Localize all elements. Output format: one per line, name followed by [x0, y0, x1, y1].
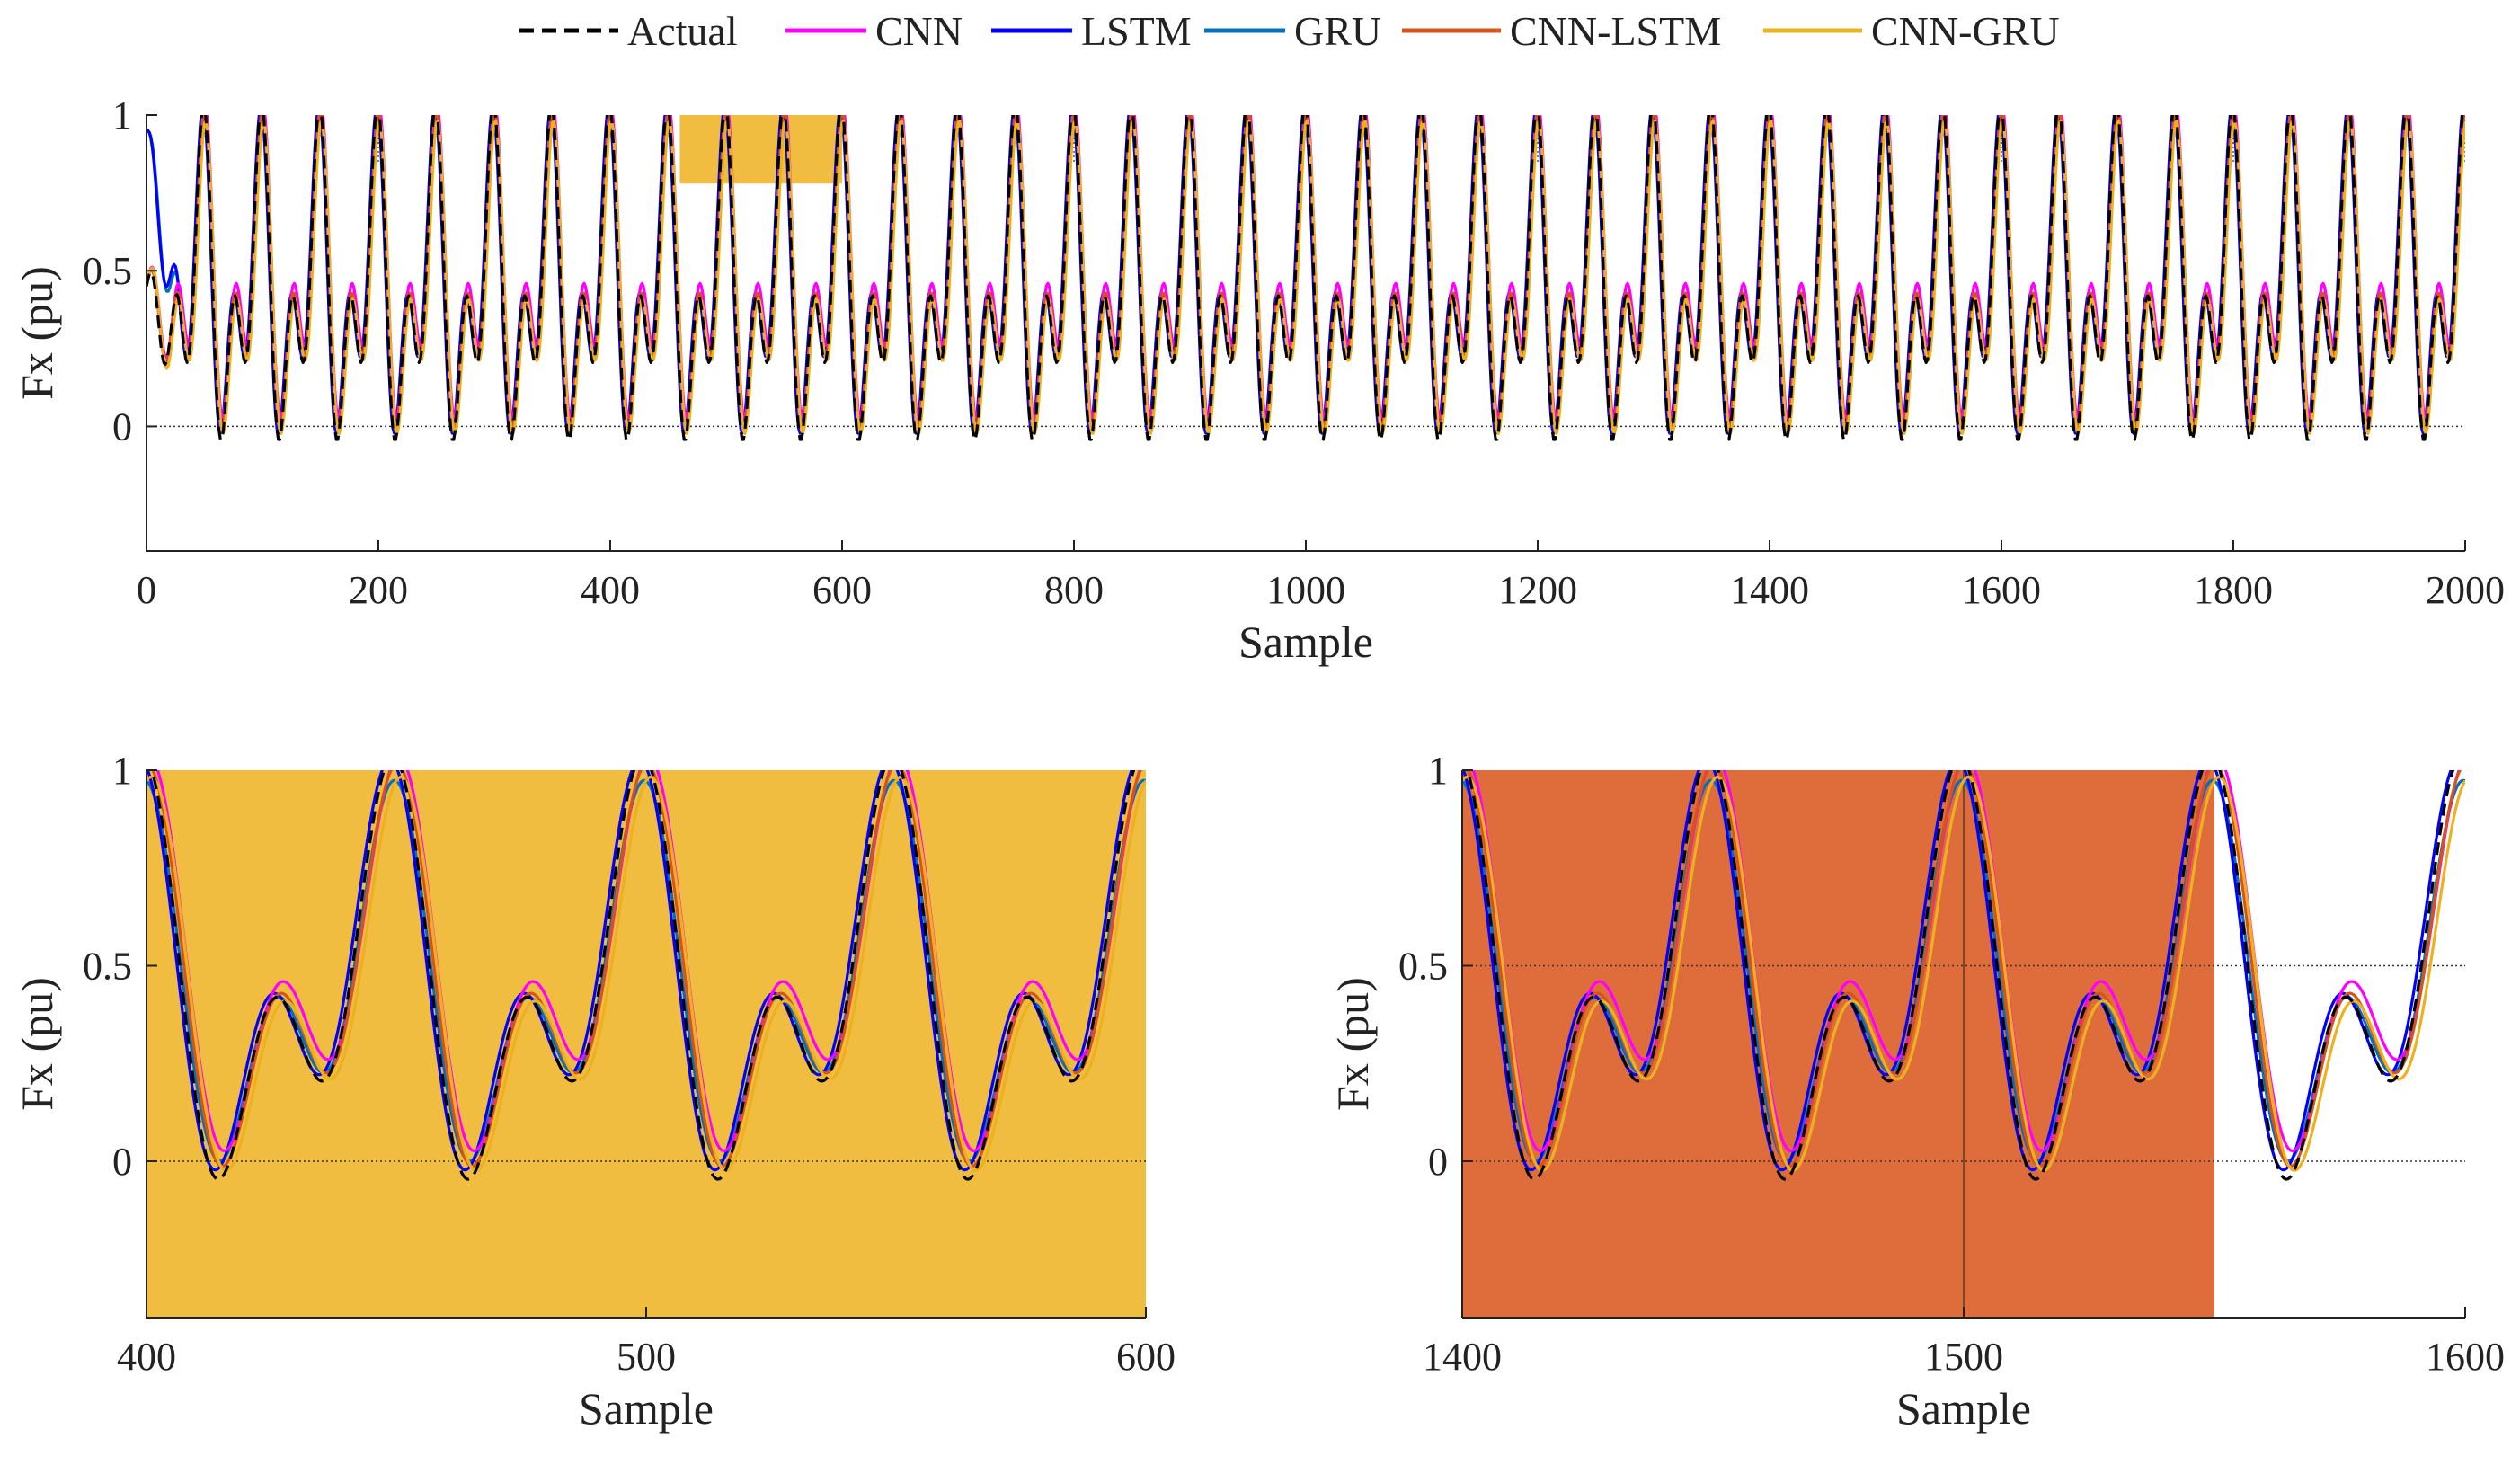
y-tick-label: 0.5: [1398, 945, 1448, 989]
y-axis-label: Fx (pu): [12, 977, 62, 1111]
series-line-gru: [146, 121, 2465, 428]
y-tick-label: 1: [112, 749, 132, 793]
panel-background: [146, 770, 1146, 1318]
y-tick-label: 0.5: [83, 945, 132, 989]
x-tick-label: 1800: [2194, 568, 2273, 612]
overview-panel: 0 200 400 600 800 1000 1200 1400 1600 1800 2000 0 0.…: [12, 93, 2505, 667]
series-line-cnn: [146, 115, 2465, 419]
x-tick-label: 1500: [1924, 1335, 2003, 1379]
x-tick-label: 200: [349, 568, 408, 612]
legend-label-lstm: LSTM: [1081, 8, 1192, 54]
zoom-panel-400-600: 400 500 600 0 0.5 1 Sample Fx (pu): [12, 749, 1176, 1434]
series-line-cnn-gru: [146, 776, 1146, 1172]
highlight-region: [679, 115, 842, 184]
x-tick-label: 1600: [1962, 568, 2041, 612]
y-tick-label: 1: [1428, 749, 1448, 793]
y-tick-label: 0: [112, 1140, 132, 1184]
series-line-lstm: [146, 115, 2464, 435]
series-line-actual: [150, 770, 1136, 1181]
series-group: [146, 770, 1146, 1181]
series-line-actual: [146, 115, 2464, 441]
series-group: [1462, 770, 2465, 1181]
y-tick-label: 1: [112, 93, 132, 138]
legend-label-gru: GRU: [1294, 8, 1381, 54]
series-line-actual: [1466, 770, 2455, 1181]
zoom-panel-1400-1600: 1400 1500 1600 0 0.5 1 Sample Fx (pu): [1327, 749, 2505, 1434]
x-tick-label: 1400: [1423, 1335, 1502, 1379]
y-axis-label: Fx (pu): [12, 266, 62, 400]
y-tick-label: 0.5: [83, 249, 132, 293]
y-tick-label: 0: [1428, 1140, 1448, 1184]
x-axis-label: Sample: [579, 1383, 714, 1434]
x-tick-label: 800: [1044, 568, 1104, 612]
legend-label-actual: Actual: [627, 8, 738, 54]
x-tick-label: 2000: [2426, 568, 2505, 612]
x-tick-label: 400: [581, 568, 640, 612]
series-line-cnn-gru: [1462, 776, 2465, 1172]
series-group: [146, 115, 2465, 441]
series-line-cnn: [155, 770, 1141, 1153]
series-line-cnn: [1471, 770, 2461, 1153]
y-tick-label: 0: [112, 404, 132, 448]
series-line-cnn-lstm: [146, 115, 2465, 432]
series-line-cnn-gru: [146, 119, 2465, 435]
highlight-region: [1462, 770, 2214, 1318]
x-tick-label: 1400: [1730, 568, 1809, 612]
x-tick-label: 1200: [1498, 568, 1577, 612]
series-line-lstm: [1462, 770, 2453, 1172]
legend-label-cnn-gru: CNN-GRU: [1871, 8, 2060, 54]
x-tick-label: 0: [137, 568, 156, 612]
legend-label-cnn: CNN: [875, 8, 963, 54]
series-line-lstm: [146, 770, 1133, 1172]
x-axis-label: Sample: [1238, 617, 1373, 667]
legend-label-cnn-lstm: CNN-LSTM: [1510, 8, 1721, 54]
reference-lines: [146, 115, 2465, 428]
x-tick-label: 600: [812, 568, 872, 612]
x-axis-label: Sample: [1896, 1383, 2031, 1434]
x-tick-label: 600: [1116, 1335, 1176, 1379]
x-tick-label: 400: [117, 1335, 176, 1379]
x-tick-label: 1000: [1266, 568, 1345, 612]
y-axis-label: Fx (pu): [1327, 977, 1378, 1111]
x-tick-label: 500: [617, 1335, 676, 1379]
legend: Actual CNN LSTM GRU CNN-LSTM CNN-GRU: [519, 8, 2060, 54]
x-tick-label: 1600: [2426, 1335, 2505, 1379]
